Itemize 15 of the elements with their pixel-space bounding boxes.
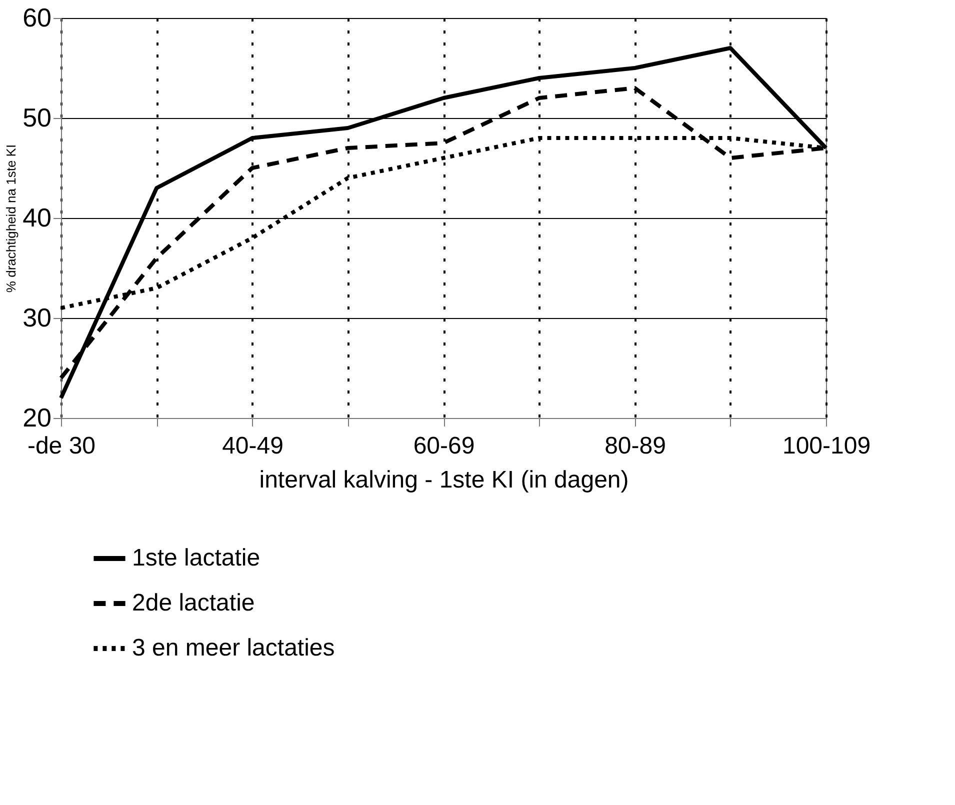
x-tick-label: 40-49: [222, 432, 284, 460]
legend-label: 1ste lactatie: [132, 544, 260, 572]
x-tick-label: 100-109: [782, 432, 871, 460]
x-tick-label: 60-69: [413, 432, 475, 460]
x-tick-label: -de 30: [27, 432, 96, 460]
y-tick-label: 60: [22, 2, 52, 32]
y-tick-label: 30: [22, 302, 52, 332]
legend-label: 2de lactatie: [132, 590, 255, 616]
y-tick-label: 50: [22, 102, 52, 132]
y-axis-title: % drachtigheid na 1ste KI: [4, 144, 19, 293]
y-tick-label: 20: [22, 402, 52, 432]
y-tick-label: 40: [22, 202, 52, 232]
legend-label: 3 en meer lactaties: [132, 634, 335, 662]
x-axis-title: interval kalving - 1ste KI (in dagen): [259, 466, 629, 494]
x-tick-label: 80-89: [604, 432, 666, 460]
